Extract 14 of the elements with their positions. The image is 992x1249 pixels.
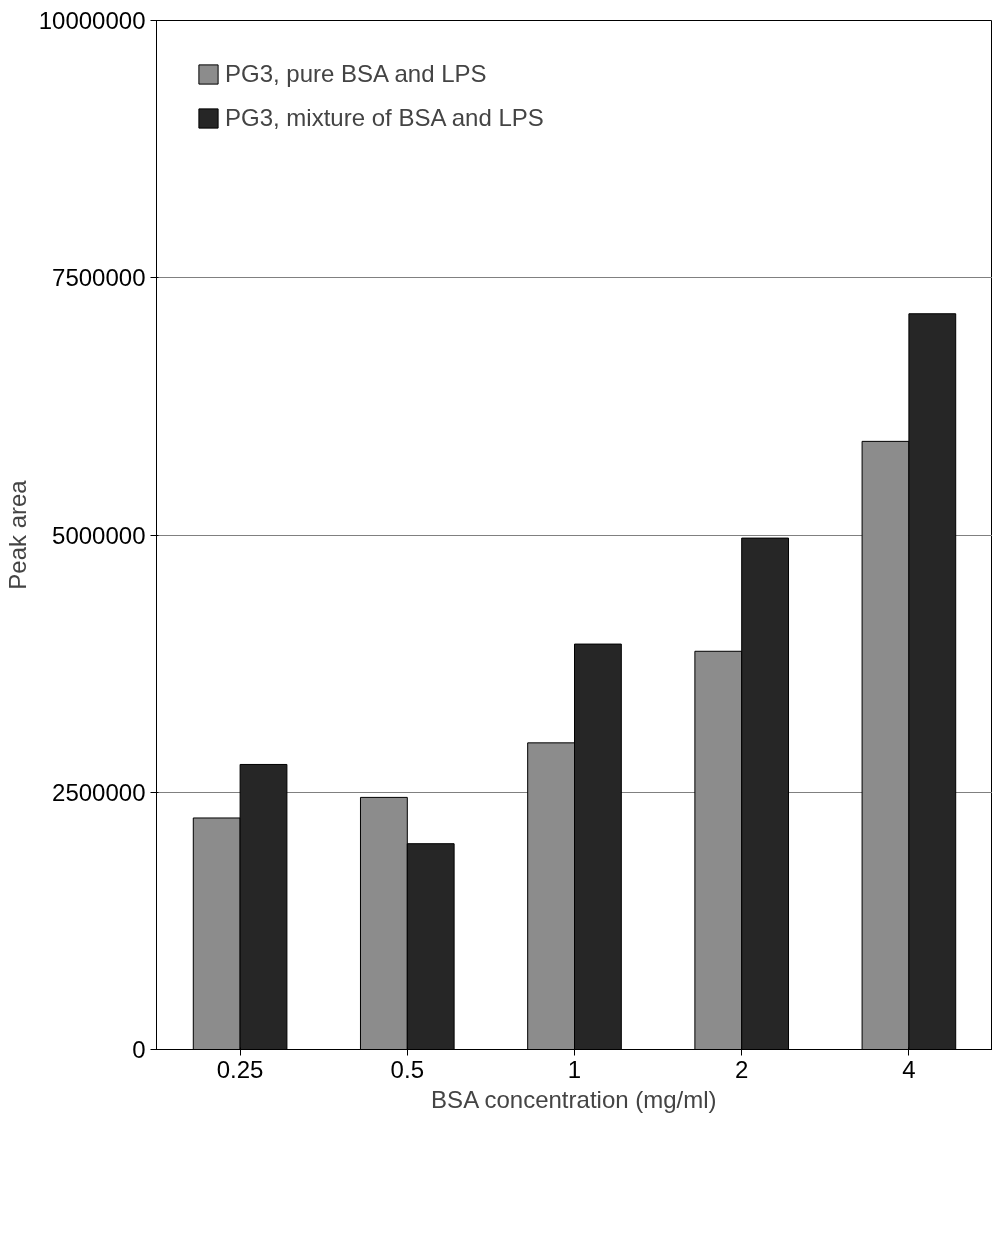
y-tick-label: 7500000 [52, 264, 146, 292]
y-axis-title: Peak area [3, 479, 31, 590]
x-tick-label: 2 [735, 1055, 749, 1083]
x-axis-title: BSA concentration (mg/ml) [431, 1085, 717, 1113]
legend-label: PG3, pure BSA and LPS [225, 60, 487, 88]
x-tick-label: 4 [902, 1055, 916, 1083]
x-tick-label: 0.25 [216, 1055, 264, 1083]
y-tick-label: 2500000 [52, 778, 146, 806]
y-tick-label: 10000000 [38, 7, 146, 34]
legend-label: PG3, mixture of BSA and LPS [225, 104, 544, 132]
x-tick-label: 0.5 [390, 1055, 424, 1083]
y-tick-label: 0 [132, 1036, 146, 1063]
x-tick-label: 1 [567, 1055, 582, 1083]
y-tick-label: 5000000 [52, 521, 146, 549]
